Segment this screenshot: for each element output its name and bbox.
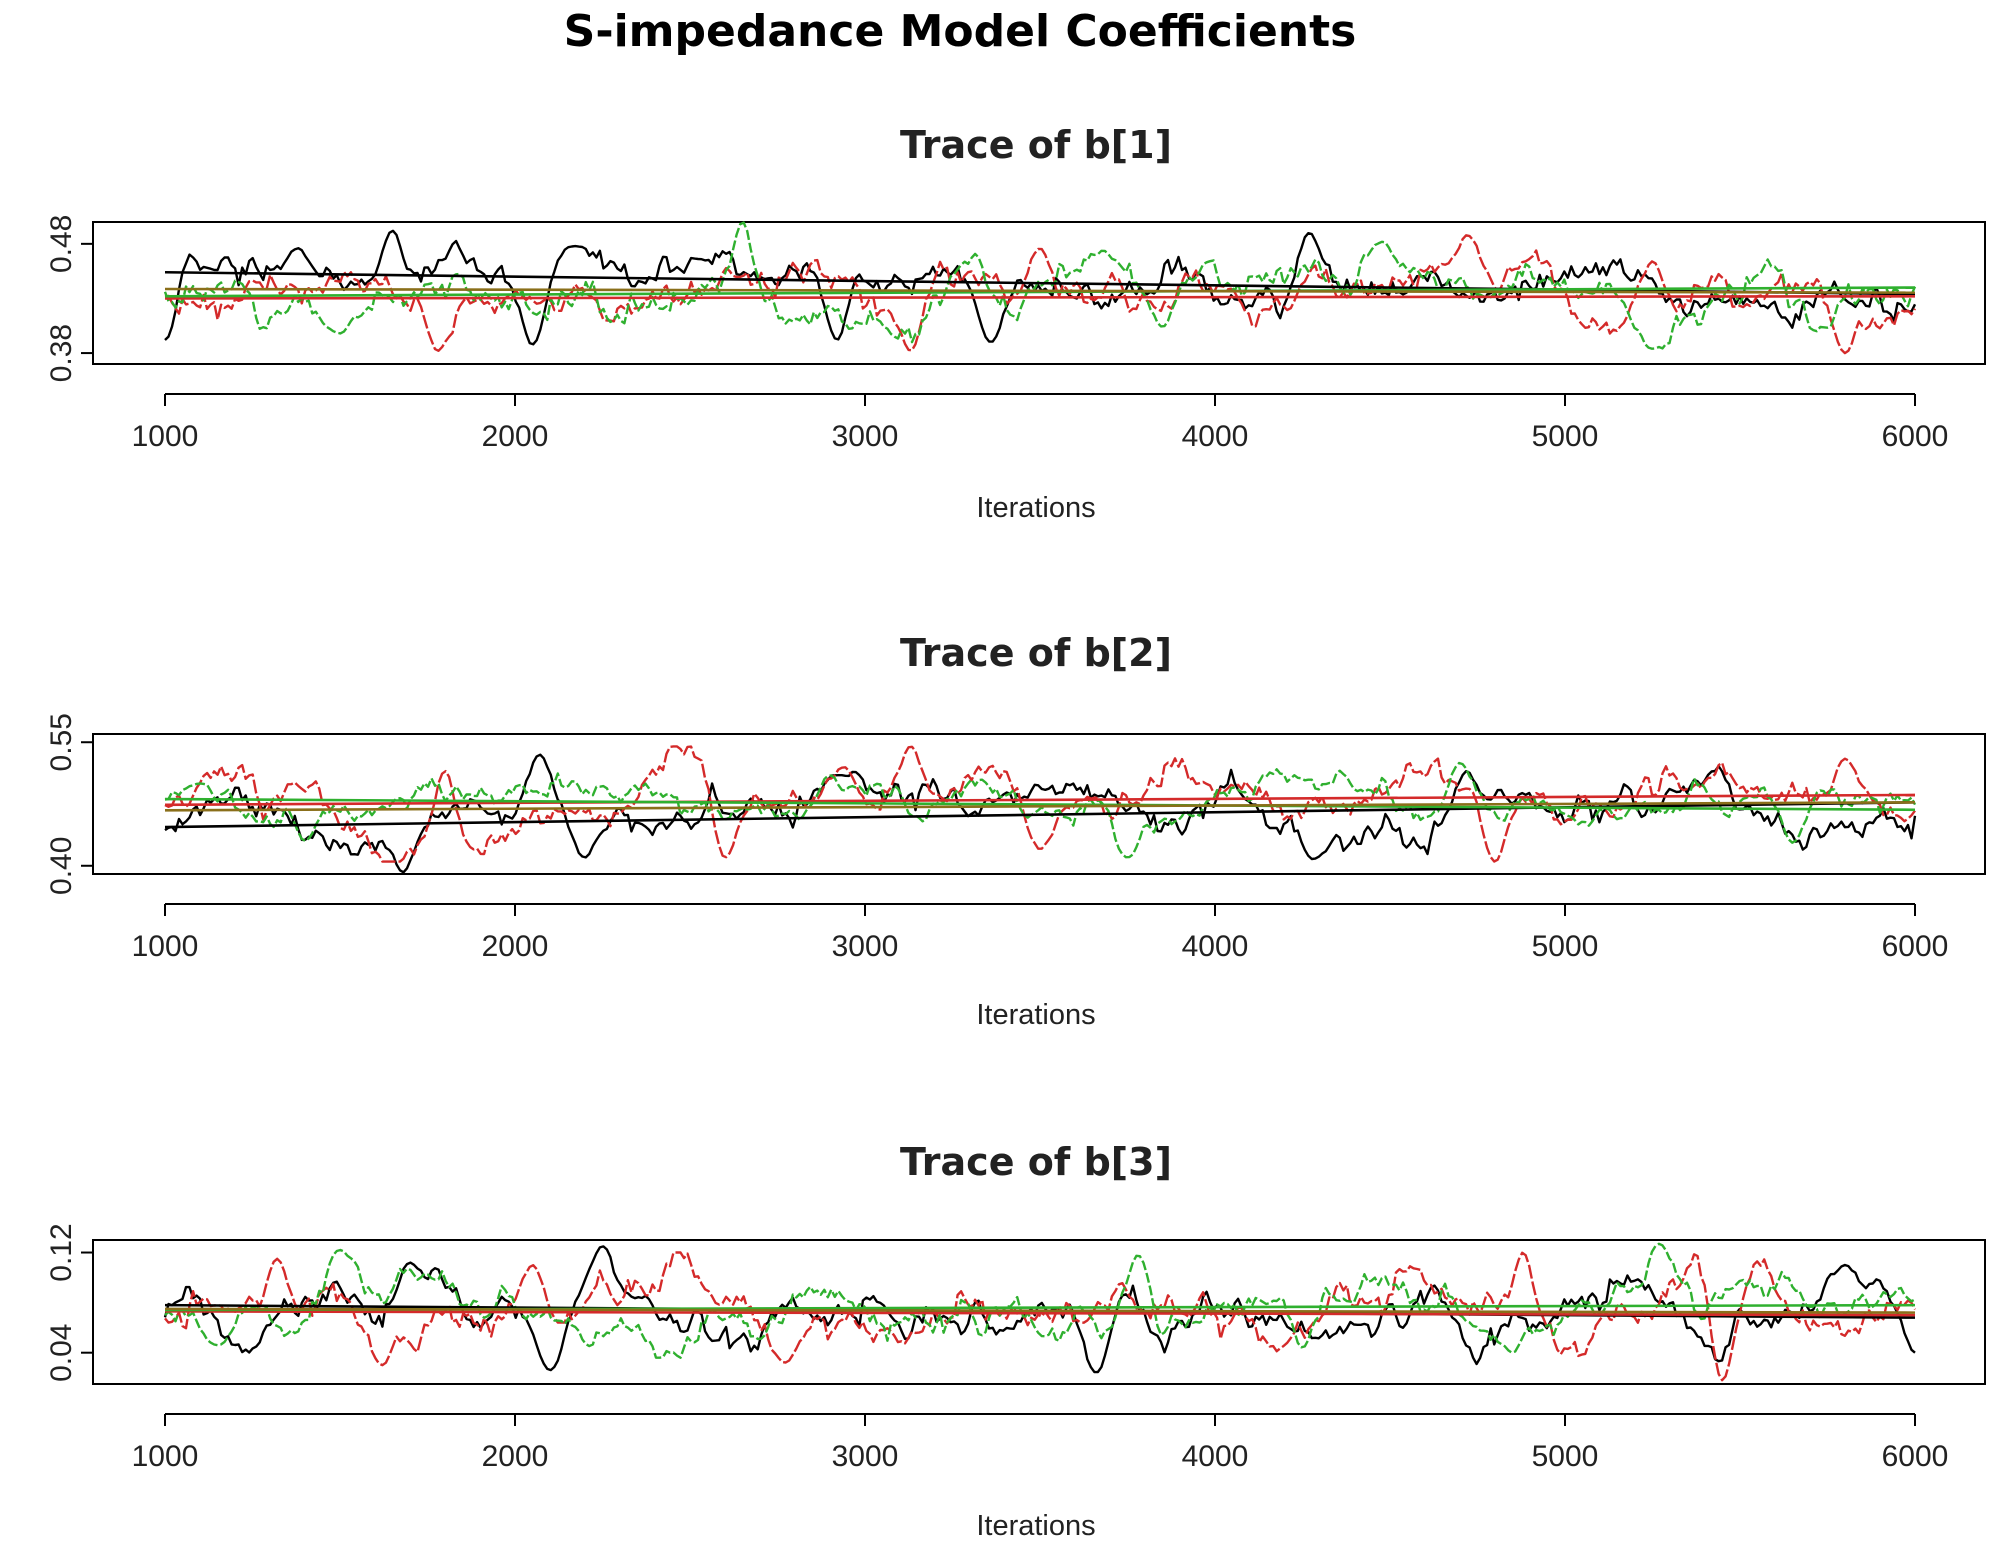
axes-layer: 1000 2000 3000 4000 5000 6000 0.04 0.12 bbox=[45, 1223, 1948, 1473]
x-tick-label: 2000 bbox=[482, 930, 549, 963]
trace-chain-1 bbox=[163, 1245, 1916, 1374]
x-tick-label: 5000 bbox=[1532, 1440, 1599, 1473]
y-tick-label: 0.12 bbox=[45, 1223, 78, 1281]
y-tick-label: 0.38 bbox=[45, 324, 78, 382]
y-tick-label: 0.48 bbox=[45, 215, 78, 273]
pooled-mean-line bbox=[164, 287, 1916, 294]
series-layer bbox=[163, 221, 1917, 355]
trace-chain-2 bbox=[164, 234, 1917, 355]
x-tick-label: 5000 bbox=[1532, 420, 1599, 453]
x-tick-label: 2000 bbox=[482, 1440, 549, 1473]
axes-layer: 1000 2000 3000 4000 5000 6000 0.40 0.55 bbox=[45, 713, 1948, 963]
x-tick-label: 5000 bbox=[1532, 930, 1599, 963]
mean-line-chain-2 bbox=[164, 294, 1916, 300]
x-tick-label: 3000 bbox=[832, 1440, 899, 1473]
y-tick-label: 0.04 bbox=[45, 1324, 78, 1382]
mean-line-chain-1 bbox=[164, 270, 1916, 296]
panel-title: Trace of b[3] bbox=[900, 1140, 1172, 1184]
x-tick-label: 1000 bbox=[132, 1440, 199, 1473]
trace-chain-3 bbox=[164, 761, 1917, 859]
mean-line-chain-1 bbox=[164, 801, 1916, 829]
y-tick-label: 0.40 bbox=[45, 837, 78, 895]
x-tick-label: 6000 bbox=[1882, 930, 1949, 963]
trace-panel-b3: Trace of b[3] 1000 2000 3000 4000 5000 6000 0.… bbox=[45, 1140, 1986, 1542]
x-tick-label: 4000 bbox=[1182, 1440, 1249, 1473]
trace-panel-b2: Trace of b[2] 1000 2000 3000 4000 5000 6000 0.… bbox=[45, 631, 1986, 1031]
x-tick-label: 4000 bbox=[1182, 930, 1249, 963]
x-tick-label: 1000 bbox=[132, 930, 199, 963]
trace-chain-3 bbox=[164, 1242, 1916, 1359]
trace-chain-1 bbox=[164, 229, 1917, 346]
x-tick-label: 6000 bbox=[1882, 420, 1949, 453]
series-layer bbox=[164, 745, 1917, 874]
x-tick-label: 4000 bbox=[1182, 420, 1249, 453]
x-tick-label: 2000 bbox=[482, 420, 549, 453]
trace-panel-b1: Trace of b[1] 1000 2000 3000 4000 5000 6000 0.… bbox=[45, 123, 1986, 524]
figure-title: S-impedance Model Coefficients bbox=[564, 6, 1357, 57]
pooled-mean-line bbox=[164, 801, 1916, 812]
panel-title: Trace of b[2] bbox=[900, 631, 1172, 675]
x-tick-label: 3000 bbox=[832, 420, 899, 453]
mean-line-chain-2 bbox=[164, 793, 1916, 807]
trace-chain-1 bbox=[164, 753, 1917, 874]
axes-layer: 1000 2000 3000 4000 5000 6000 0.38 0.48 bbox=[45, 215, 1948, 453]
x-tick-label: 6000 bbox=[1882, 1440, 1949, 1473]
x-axis-label: Iterations bbox=[976, 1510, 1095, 1542]
trace-chain-3 bbox=[163, 221, 1917, 350]
panel-title: Trace of b[1] bbox=[900, 123, 1172, 167]
y-tick-label: 0.55 bbox=[45, 713, 78, 771]
x-tick-label: 3000 bbox=[832, 930, 899, 963]
x-axis-label: Iterations bbox=[976, 492, 1095, 524]
series-layer bbox=[163, 1242, 1917, 1382]
mean-line-chain-2 bbox=[164, 1310, 1916, 1317]
pooled-mean-line bbox=[164, 1307, 1916, 1314]
x-axis-label: Iterations bbox=[976, 999, 1095, 1031]
mean-line-chain-3 bbox=[164, 797, 1916, 812]
x-tick-label: 1000 bbox=[132, 420, 199, 453]
